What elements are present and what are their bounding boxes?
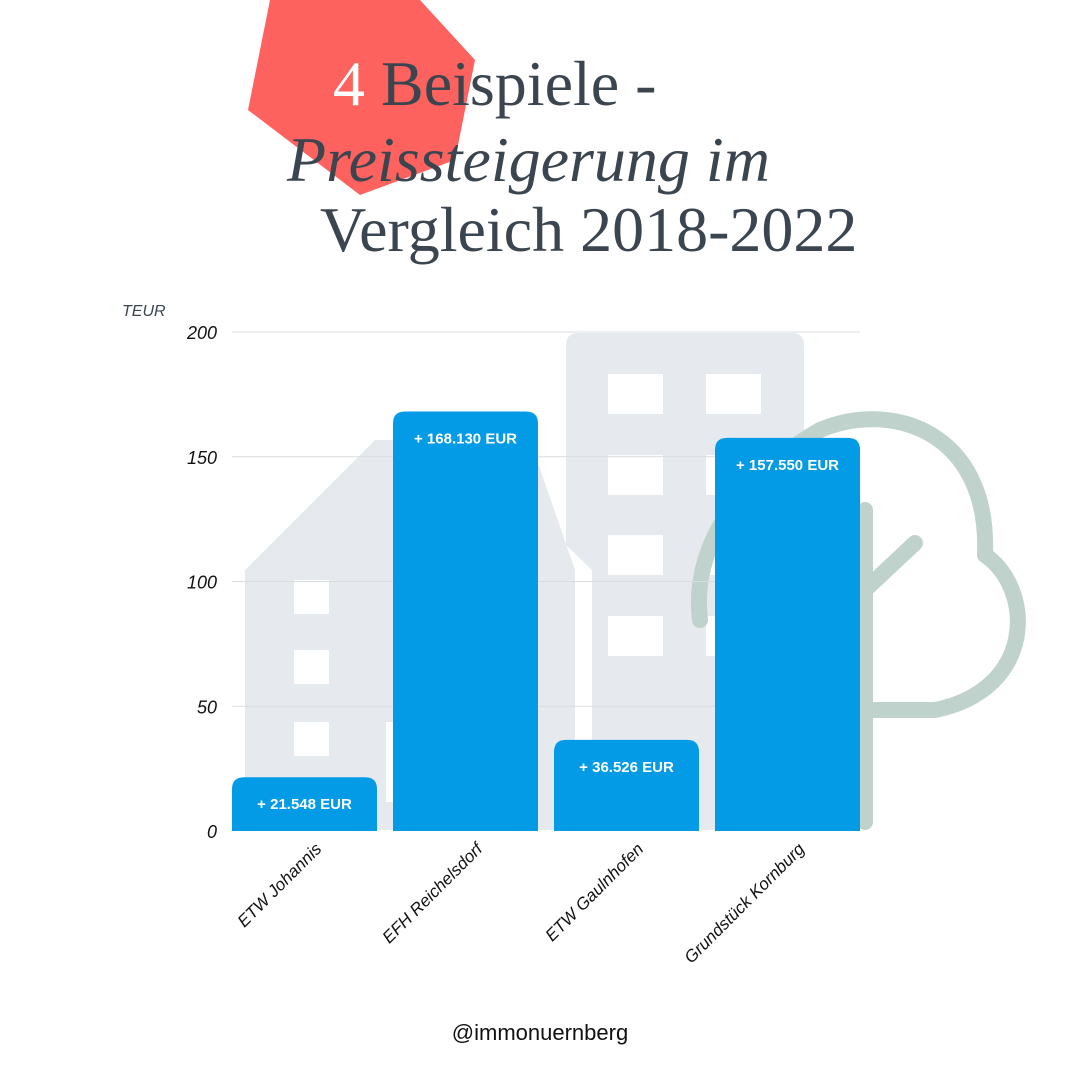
x-tick-label: Grundstück Kornburg bbox=[681, 839, 809, 967]
bars: + 21.548 EUR + 168.130 EUR + 36.526 EUR + 1… bbox=[232, 411, 860, 831]
x-tick-label: ETW Johannis bbox=[234, 839, 326, 931]
bar bbox=[554, 739, 699, 831]
x-axis-labels: ETW Johannis EFH Reichelsdorf ETW Gaulnhof… bbox=[234, 838, 809, 967]
y-tick-label: 100 bbox=[187, 573, 217, 593]
x-tick-label: ETW Gaulnhofen bbox=[542, 839, 648, 945]
bar-data-label: + 168.130 EUR bbox=[414, 431, 517, 448]
accent-hexagon-shape bbox=[248, 0, 475, 195]
bar-data-label: + 36.526 EUR bbox=[579, 759, 674, 776]
title-line-3: Vergleich 2018-2022 bbox=[320, 194, 858, 265]
y-tick-label: 150 bbox=[187, 448, 217, 468]
bar bbox=[232, 777, 377, 831]
y-axis-ticks: 0 50 100 150 200 bbox=[186, 323, 217, 842]
title-line-1: 4 Beispiele - bbox=[333, 52, 656, 116]
x-tick-label: EFH Reichelsdorf bbox=[379, 838, 488, 947]
title-text: Beispiele - bbox=[365, 48, 657, 119]
y-tick-label: 0 bbox=[207, 822, 217, 842]
y-axis-label: TEUR bbox=[122, 303, 166, 320]
bar-data-label: + 157.550 EUR bbox=[736, 457, 839, 474]
title-number: 4 bbox=[333, 48, 365, 119]
social-handle[interactable]: @immonuernberg bbox=[451, 1020, 629, 1045]
y-tick-label: 200 bbox=[186, 323, 217, 343]
bar bbox=[715, 437, 860, 831]
bar-data-label: + 21.548 EUR bbox=[257, 796, 352, 813]
y-tick-label: 50 bbox=[197, 697, 217, 717]
bar bbox=[393, 411, 538, 831]
title-line-2: Preissteigerung im bbox=[287, 124, 770, 195]
